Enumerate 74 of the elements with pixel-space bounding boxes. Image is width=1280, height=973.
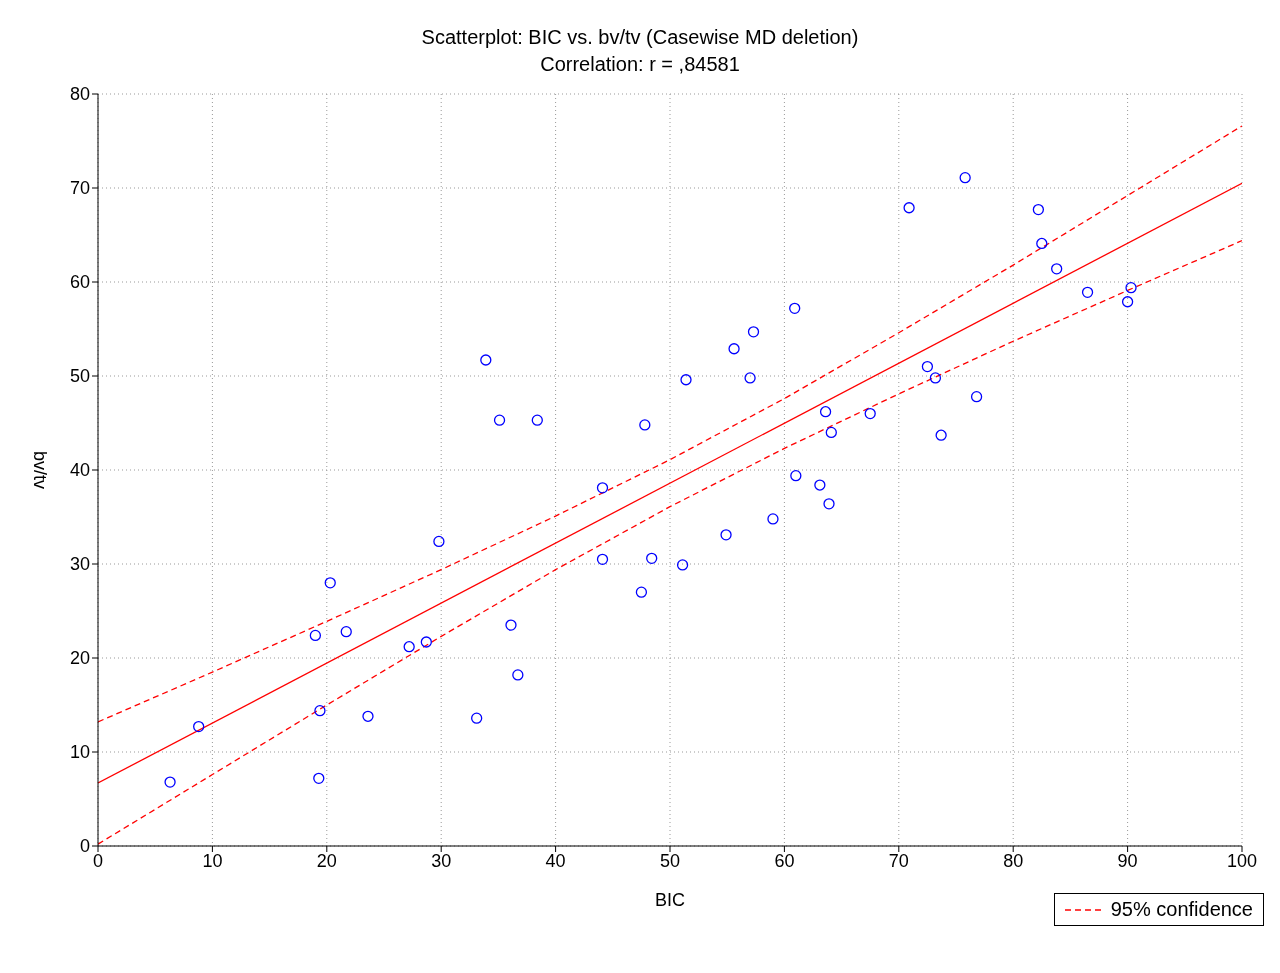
point (819, 406, 832, 418)
x-tick-label: 60 (774, 850, 795, 871)
point (164, 776, 176, 788)
point (1032, 203, 1045, 216)
point (680, 374, 692, 386)
line-series (98, 125, 1242, 723)
point (789, 302, 801, 314)
point (903, 202, 915, 214)
point (531, 414, 543, 426)
x-tick-label: 0 (92, 850, 104, 871)
point (340, 626, 352, 638)
point (512, 669, 524, 681)
x-tick-label: 100 (1226, 850, 1258, 871)
y-tick-label: 40 (69, 460, 90, 481)
point (596, 482, 609, 494)
point (676, 559, 689, 571)
point (767, 513, 779, 525)
y-tick-label: 0 (79, 836, 90, 857)
legend-label: 95% confidence (1110, 898, 1253, 921)
x-tick-label: 90 (1117, 850, 1138, 871)
y-tick-label: 10 (69, 742, 90, 763)
point (744, 372, 756, 384)
chart-subtitle: Correlation: r = ,84581 (539, 53, 741, 76)
point (929, 372, 942, 384)
point (596, 553, 609, 565)
point (362, 710, 374, 722)
point (639, 419, 651, 431)
point (921, 360, 934, 373)
y-tick-label: 70 (69, 178, 90, 199)
point (747, 326, 760, 338)
x-tick-label: 30 (431, 850, 452, 871)
y-axis-title: bv/tv (29, 450, 50, 490)
point (970, 391, 983, 403)
point (324, 577, 336, 589)
x-tick-label: 40 (545, 850, 566, 871)
point (403, 641, 415, 653)
point (1036, 237, 1048, 250)
chart-title: Scatterplot: BIC vs. bv/tv (Casewise MD deletion) (420, 26, 860, 49)
point (864, 407, 876, 420)
point (433, 535, 445, 548)
x-tick-label: 70 (888, 850, 909, 871)
point (314, 704, 326, 717)
x-tick-label: 50 (659, 850, 681, 871)
point (959, 172, 971, 184)
y-tick-label: 60 (69, 272, 90, 293)
point (193, 720, 205, 733)
point (471, 712, 483, 724)
x-tick-label: 20 (316, 850, 337, 871)
y-tick-label: 50 (69, 366, 90, 387)
x-tick-label: 10 (202, 850, 223, 871)
point (1125, 281, 1137, 294)
point (420, 636, 432, 648)
x-axis-title: BIC (654, 890, 686, 910)
point (505, 619, 517, 631)
point (825, 426, 837, 439)
point (823, 498, 835, 510)
y-tick-label: 20 (69, 648, 90, 669)
point (493, 414, 506, 426)
point (790, 469, 802, 482)
y-tick-label: 30 (69, 554, 90, 575)
point (1121, 296, 1134, 308)
point (814, 479, 826, 491)
point (1081, 286, 1094, 298)
y-tick-label: 80 (69, 84, 90, 105)
point (313, 772, 325, 784)
point (309, 629, 322, 642)
x-tick-label: 80 (1003, 850, 1024, 871)
point (635, 586, 648, 598)
point (728, 343, 740, 355)
point (720, 529, 732, 541)
point (1051, 263, 1063, 275)
point (646, 552, 658, 565)
point (935, 429, 947, 441)
point (480, 354, 492, 366)
